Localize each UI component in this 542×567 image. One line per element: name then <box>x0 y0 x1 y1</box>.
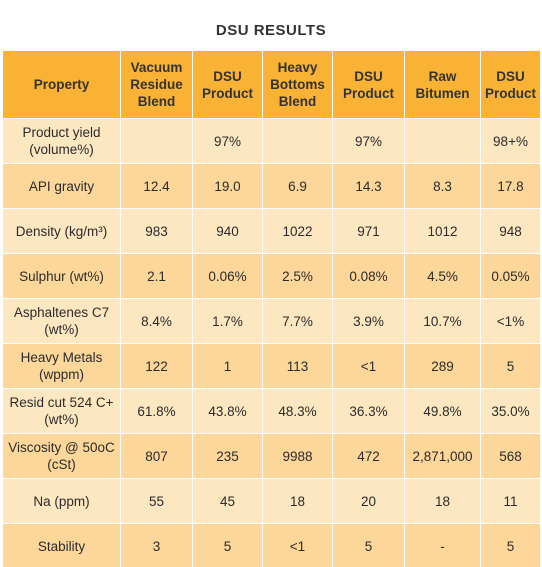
property-cell: API gravity <box>2 163 121 209</box>
table-row: Asphaltenes C7 (wt%) 8.4% 1.7% 7.7% 3.9% 10.7… <box>2 298 541 344</box>
value-cell: 971 <box>332 208 405 254</box>
value-cell <box>404 118 481 164</box>
table-row: Viscosity @ 50oC (cSt) 807 235 9988 472 2,871… <box>2 433 541 479</box>
value-cell: 4.5% <box>404 253 481 299</box>
value-cell: - <box>404 523 481 567</box>
value-cell: <1 <box>332 343 405 389</box>
value-cell: 113 <box>262 343 333 389</box>
results-table: Property Vacuum Residue Blend DSU Produc… <box>2 50 541 567</box>
value-cell: 472 <box>332 433 405 479</box>
value-cell: 5 <box>192 523 263 567</box>
page-title: DSU RESULTS <box>215 22 327 39</box>
value-cell: 97% <box>332 118 405 164</box>
value-cell: 12.4 <box>120 163 193 209</box>
header-cell: DSU Product <box>332 50 405 119</box>
table-row: Heavy Metals (wppm) 122 1 113 <1 289 5 <box>2 343 541 389</box>
value-cell: 18 <box>404 478 481 524</box>
value-cell <box>120 118 193 164</box>
header-cell: Property <box>2 50 121 119</box>
value-cell: 5 <box>480 343 541 389</box>
header-cell: DSU Product <box>480 50 541 119</box>
value-cell: 235 <box>192 433 263 479</box>
property-cell: Asphaltenes C7 (wt%) <box>2 298 121 344</box>
value-cell: 1012 <box>404 208 481 254</box>
table-row: Na (ppm) 55 45 18 20 18 11 <box>2 478 541 524</box>
value-cell: 948 <box>480 208 541 254</box>
value-cell: 122 <box>120 343 193 389</box>
value-cell: 0.06% <box>192 253 263 299</box>
property-cell: Viscosity @ 50oC (cSt) <box>2 433 121 479</box>
value-cell: 940 <box>192 208 263 254</box>
value-cell: 48.3% <box>262 388 333 434</box>
value-cell: 3.9% <box>332 298 405 344</box>
table-row: Density (kg/m³) 983 940 1022 971 1012 948 <box>2 208 541 254</box>
table-row: Sulphur (wt%) 2.1 0.06% 2.5% 0.08% 4.5% 0.05% <box>2 253 541 299</box>
value-cell: 8.4% <box>120 298 193 344</box>
value-cell: 7.7% <box>262 298 333 344</box>
value-cell: 1.7% <box>192 298 263 344</box>
value-cell: 2,871,000 <box>404 433 481 479</box>
value-cell: 807 <box>120 433 193 479</box>
value-cell: 11 <box>480 478 541 524</box>
header-row: Property Vacuum Residue Blend DSU Produc… <box>2 50 541 119</box>
value-cell: 983 <box>120 208 193 254</box>
value-cell: 0.08% <box>332 253 405 299</box>
value-cell: 55 <box>120 478 193 524</box>
value-cell: <1% <box>480 298 541 344</box>
value-cell: 43.8% <box>192 388 263 434</box>
value-cell: 14.3 <box>332 163 405 209</box>
header-cell: Raw Bitumen <box>404 50 481 119</box>
header-cell: DSU Product <box>192 50 263 119</box>
property-cell: Na (ppm) <box>2 478 121 524</box>
value-cell: 36.3% <box>332 388 405 434</box>
property-cell: Sulphur (wt%) <box>2 253 121 299</box>
value-cell: 97% <box>192 118 263 164</box>
value-cell: 8.3 <box>404 163 481 209</box>
value-cell: 18 <box>262 478 333 524</box>
value-cell: 35.0% <box>480 388 541 434</box>
property-cell: Density (kg/m³) <box>2 208 121 254</box>
value-cell: <1 <box>262 523 333 567</box>
value-cell: 17.8 <box>480 163 541 209</box>
property-cell: Product yield (volume%) <box>2 118 121 164</box>
value-cell: 2.1 <box>120 253 193 299</box>
value-cell: 5 <box>332 523 405 567</box>
value-cell: 49.8% <box>404 388 481 434</box>
table-row: API gravity 12.4 19.0 6.9 14.3 8.3 17.8 <box>2 163 541 209</box>
value-cell: 45 <box>192 478 263 524</box>
header-cell: Heavy Bottoms Blend <box>262 50 333 119</box>
value-cell: 61.8% <box>120 388 193 434</box>
value-cell: 1022 <box>262 208 333 254</box>
property-cell: Resid cut 524 C+ (wt%) <box>2 388 121 434</box>
value-cell: 5 <box>480 523 541 567</box>
value-cell: 568 <box>480 433 541 479</box>
value-cell: 3 <box>120 523 193 567</box>
value-cell: 98+% <box>480 118 541 164</box>
value-cell: 2.5% <box>262 253 333 299</box>
value-cell: 19.0 <box>192 163 263 209</box>
value-cell: 10.7% <box>404 298 481 344</box>
table-row: Resid cut 524 C+ (wt%) 61.8% 43.8% 48.3% 36.… <box>2 388 541 434</box>
header-cell: Vacuum Residue Blend <box>120 50 193 119</box>
value-cell: 9988 <box>262 433 333 479</box>
value-cell: 1 <box>192 343 263 389</box>
property-cell: Stability <box>2 523 121 567</box>
table-row: Product yield (volume%) 97% 97% 98+% <box>2 118 541 164</box>
value-cell: 0.05% <box>480 253 541 299</box>
value-cell: 6.9 <box>262 163 333 209</box>
table-row: Stability 3 5 <1 5-5 <box>2 523 541 567</box>
property-cell: Heavy Metals (wppm) <box>2 343 121 389</box>
value-cell: 289 <box>404 343 481 389</box>
value-cell <box>262 118 333 164</box>
value-cell: 20 <box>332 478 405 524</box>
